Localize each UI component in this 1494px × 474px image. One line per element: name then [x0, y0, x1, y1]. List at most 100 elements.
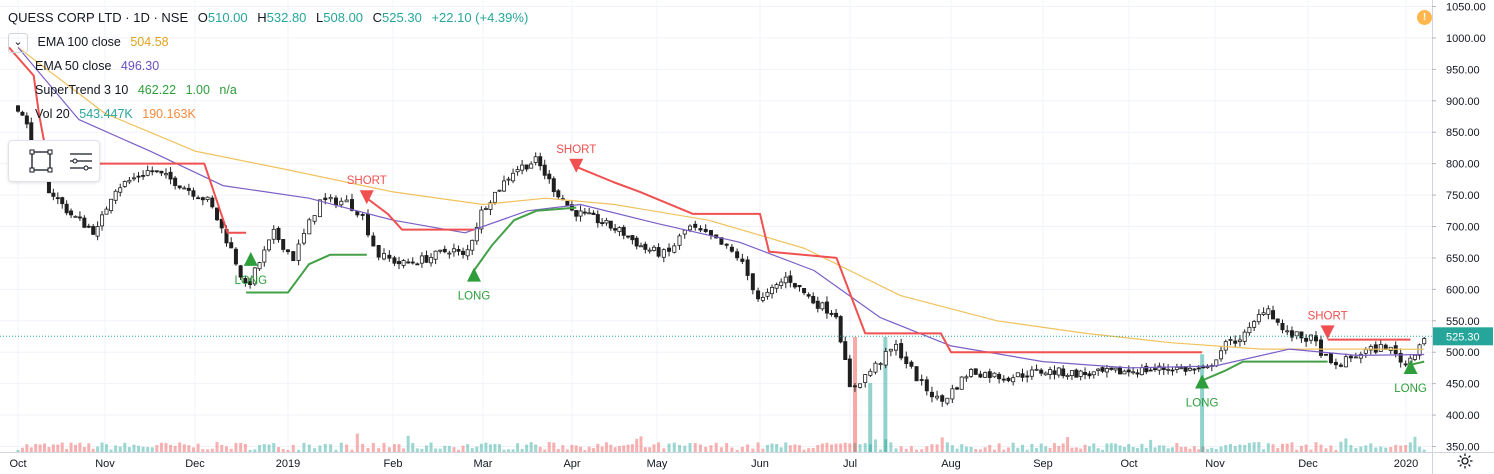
volume-bar: [1166, 448, 1170, 452]
candle: [1338, 362, 1343, 368]
candle: [914, 366, 919, 382]
candle-body: [1266, 308, 1271, 315]
volume-bar: [830, 444, 834, 452]
candle: [515, 166, 520, 176]
candle: [529, 161, 534, 169]
candle-body: [1131, 371, 1136, 374]
volume-bar: [210, 448, 214, 452]
candle: [834, 308, 839, 320]
candle: [392, 255, 397, 267]
candle-body: [1256, 314, 1261, 323]
candle: [438, 249, 443, 254]
indicator-ema50[interactable]: EMA 50 close 496.30: [35, 59, 160, 73]
candle-body: [1271, 310, 1276, 320]
candle-body: [488, 202, 493, 210]
candle: [100, 211, 105, 231]
volume-bar: [1422, 449, 1426, 452]
volume-bar: [1127, 443, 1131, 452]
candle: [415, 262, 420, 266]
volume-bar: [1184, 446, 1188, 452]
gear-icon[interactable]: [1456, 452, 1474, 470]
candle: [1001, 375, 1006, 383]
indicator-supertrend[interactable]: SuperTrend 3 10 462.22 1.00 n/a: [35, 83, 237, 97]
volume-bar: [1205, 449, 1209, 452]
candle: [1174, 363, 1179, 374]
candle-body: [442, 248, 447, 253]
candle-body: [621, 226, 626, 236]
candle-body: [285, 249, 290, 253]
candle: [333, 195, 338, 209]
candle-body: [604, 220, 609, 224]
candle-body: [1261, 312, 1266, 315]
volume-bar: [43, 443, 47, 452]
volume-bar: [16, 449, 20, 452]
symbol-title[interactable]: QUESS CORP LTD · 1D · NSE: [8, 10, 189, 25]
candle: [847, 354, 852, 388]
candle: [639, 242, 644, 248]
indicator-ema100[interactable]: ⌄ EMA 100 close 504.58: [8, 30, 534, 54]
price-tick-label: 550.00: [1446, 316, 1480, 328]
candle-body: [177, 185, 182, 189]
candle-body: [1087, 373, 1092, 377]
high-value: 532.80: [266, 10, 307, 25]
volume-bar: [1122, 446, 1126, 452]
candle: [424, 250, 429, 264]
volume-bar: [894, 448, 898, 452]
volume-bar: [302, 442, 306, 452]
candle: [682, 229, 687, 239]
price-tick-label: 800.00: [1446, 159, 1480, 171]
candle-body: [955, 387, 960, 390]
volume-bar: [1052, 443, 1056, 452]
candle: [542, 159, 547, 180]
volume-bar: [693, 443, 697, 452]
volume-bar: [1404, 445, 1408, 452]
candle-body: [355, 211, 360, 216]
volume-bar: [596, 443, 600, 452]
candle-body: [1104, 368, 1109, 373]
candle: [656, 243, 661, 258]
volume-bar: [141, 446, 145, 452]
candle-body: [745, 259, 750, 276]
close-value: 525.30: [382, 10, 422, 25]
candle-body: [233, 248, 238, 265]
candle: [262, 246, 267, 267]
candle-body: [1299, 331, 1304, 339]
volume-bar: [807, 448, 811, 452]
candle-body: [1378, 344, 1383, 352]
volume-bar: [520, 448, 524, 452]
price-tick-label: 600.00: [1446, 284, 1480, 296]
volume-bar: [1188, 448, 1192, 452]
price-tag-bg: [1433, 327, 1493, 346]
volume-bar: [1140, 443, 1144, 452]
candle-body: [688, 225, 693, 231]
alert-icon[interactable]: !: [1417, 10, 1432, 25]
rectangle-select-icon[interactable]: [27, 147, 55, 175]
candle: [219, 218, 224, 234]
candle-body: [1179, 367, 1184, 370]
candle: [136, 171, 141, 183]
long-arrow-icon: [1195, 374, 1210, 389]
open-value: 510.00: [207, 10, 248, 25]
candle-body: [168, 171, 173, 180]
volume-bar: [1262, 449, 1266, 452]
volume-bar: [366, 448, 370, 452]
candle: [987, 368, 992, 383]
candle: [969, 367, 974, 378]
volume-bar: [424, 445, 428, 452]
candle-body: [1183, 366, 1188, 372]
list-menu-icon[interactable]: [67, 147, 95, 175]
candle-body: [765, 291, 770, 297]
candle: [376, 244, 381, 261]
candle-body: [533, 156, 538, 163]
candle-body: [515, 169, 520, 173]
indicator-volume[interactable]: Vol 20 543.447K 190.163K: [35, 107, 196, 121]
candle-body: [281, 239, 286, 250]
candle: [465, 244, 470, 260]
candle: [145, 165, 150, 177]
candle: [1266, 305, 1271, 320]
candle-body: [779, 281, 784, 286]
chevron-down-icon[interactable]: ⌄: [8, 32, 28, 53]
candle-body: [252, 267, 257, 285]
